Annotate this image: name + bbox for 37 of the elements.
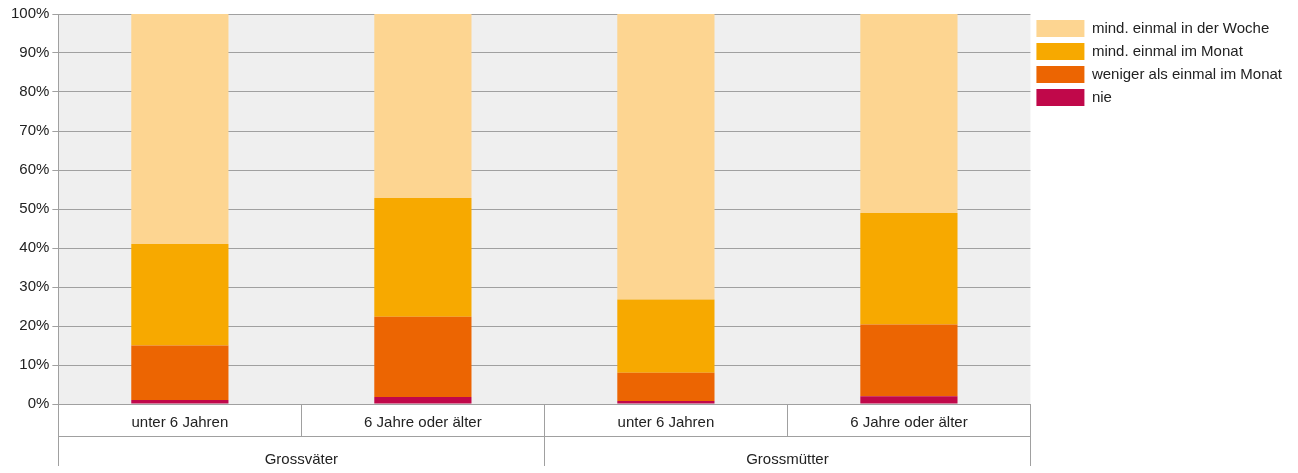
text: Grossväter (264, 450, 339, 468)
bar (131, 14, 229, 245)
x-tick-label: unter 6 Jahren (617, 413, 715, 431)
legend-label: weniger als einmal im Monat (1090, 64, 1283, 82)
bar (617, 14, 715, 300)
bar (860, 212, 958, 325)
y-tick-label: 20% (19, 316, 50, 334)
y-tick-label: 80% (19, 82, 50, 100)
x-tick-label: 6 Jahre oder älter (850, 413, 968, 431)
bar (374, 316, 472, 397)
bar (860, 14, 958, 213)
x-tick-label: 6 Jahre oder älter (364, 413, 482, 431)
bar (617, 299, 715, 373)
bar (131, 345, 229, 401)
bar (860, 324, 958, 397)
bar (374, 396, 472, 404)
bar (617, 372, 715, 401)
y-tick-label: 50% (19, 199, 50, 217)
y-tick-label: 90% (19, 43, 50, 61)
bar (374, 198, 472, 317)
text: Grossmütter (746, 450, 829, 468)
y-tick-label: 60% (19, 160, 50, 178)
bar (131, 400, 229, 404)
legend-label: nie (1091, 87, 1112, 105)
y-tick-label: 100% (10, 4, 50, 22)
bar (131, 244, 229, 346)
y-tick-label: 40% (19, 238, 50, 256)
bar (374, 14, 472, 199)
x-tick-label: unter 6 Jahren (131, 413, 229, 431)
bar (617, 400, 715, 404)
y-tick-label: 70% (19, 121, 50, 139)
legend-label: mind. einmal im Monat (1091, 41, 1244, 59)
legend-label: mind. einmal in der Woche (1091, 18, 1270, 36)
bar (860, 396, 958, 404)
y-tick-label: 0% (27, 394, 50, 412)
y-tick-label: 30% (19, 277, 50, 295)
y-tick-label: 10% (19, 355, 50, 373)
